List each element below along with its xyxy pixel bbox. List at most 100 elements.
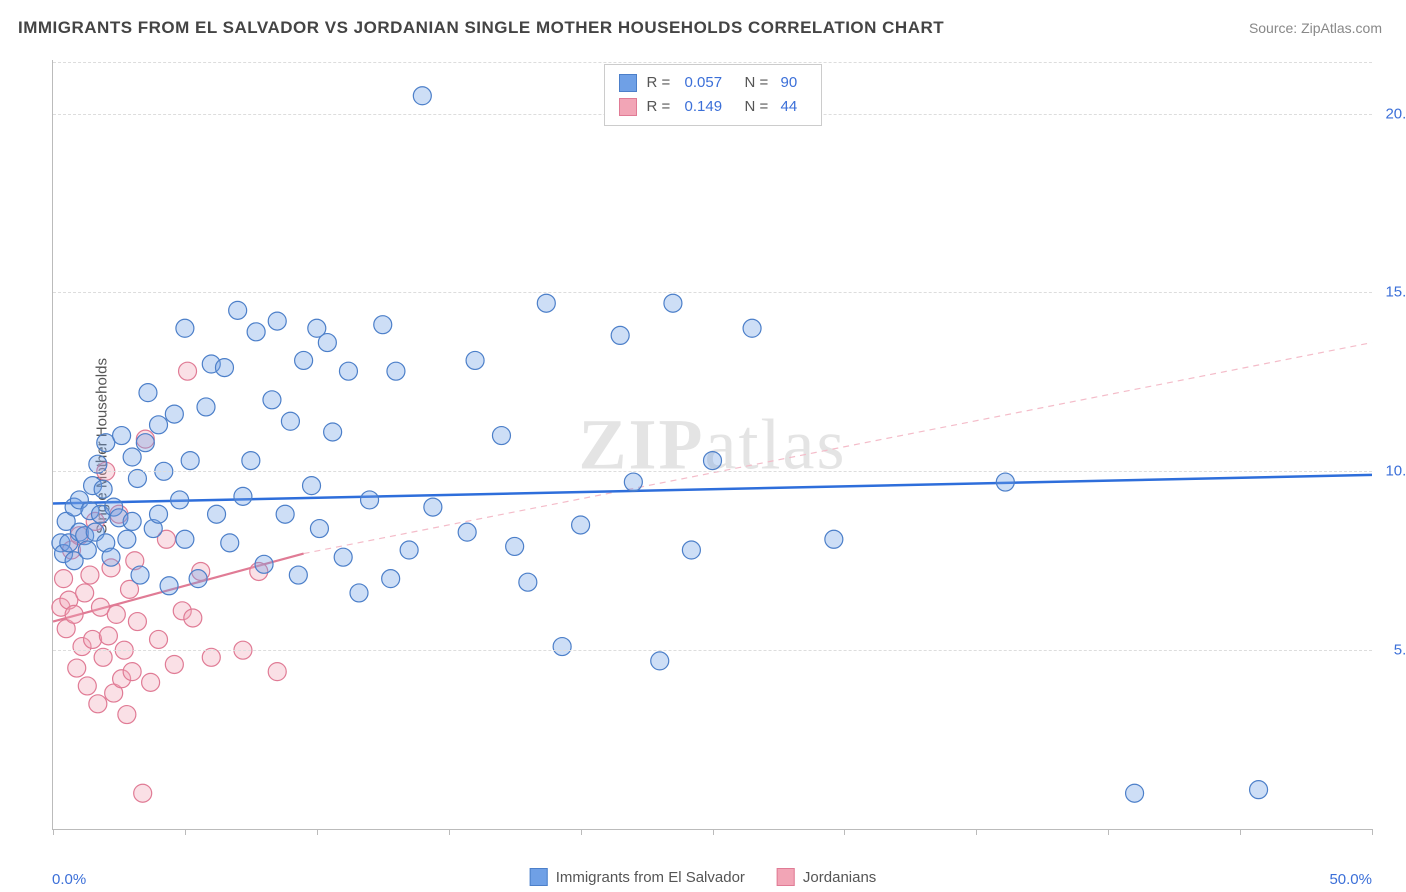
y-tick-label: 10.0% bbox=[1385, 463, 1406, 480]
data-point bbox=[94, 480, 112, 498]
data-point bbox=[743, 319, 761, 337]
plot-svg bbox=[53, 60, 1372, 829]
data-point bbox=[165, 405, 183, 423]
data-point bbox=[825, 530, 843, 548]
data-point bbox=[324, 423, 342, 441]
x-tick bbox=[1372, 829, 1373, 835]
data-point bbox=[189, 570, 207, 588]
data-point bbox=[176, 530, 194, 548]
r-value-1: 0.057 bbox=[685, 71, 735, 95]
data-point bbox=[682, 541, 700, 559]
legend-item-2: Jordanians bbox=[777, 868, 876, 886]
legend-row-series-2: R = 0.149 N = 44 bbox=[619, 95, 807, 119]
data-point bbox=[229, 301, 247, 319]
data-point bbox=[318, 334, 336, 352]
data-point bbox=[268, 312, 286, 330]
data-point bbox=[99, 627, 117, 645]
x-tick bbox=[317, 829, 318, 835]
data-point bbox=[78, 677, 96, 695]
series-legend: Immigrants from El Salvador Jordanians bbox=[530, 868, 877, 886]
chart-title: IMMIGRANTS FROM EL SALVADOR VS JORDANIAN… bbox=[18, 18, 944, 38]
data-point bbox=[150, 505, 168, 523]
data-point bbox=[160, 577, 178, 595]
data-point bbox=[466, 351, 484, 369]
data-point bbox=[334, 548, 352, 566]
data-point bbox=[89, 695, 107, 713]
data-point bbox=[84, 630, 102, 648]
r-value-2: 0.149 bbox=[685, 95, 735, 119]
legend-swatch-1 bbox=[619, 74, 637, 92]
x-tick bbox=[844, 829, 845, 835]
data-point bbox=[350, 584, 368, 602]
x-tick bbox=[976, 829, 977, 835]
data-point bbox=[113, 427, 131, 445]
gridline bbox=[53, 292, 1372, 293]
gridline bbox=[53, 650, 1372, 651]
data-point bbox=[387, 362, 405, 380]
data-point bbox=[1250, 781, 1268, 799]
data-point bbox=[289, 566, 307, 584]
data-point bbox=[179, 362, 197, 380]
data-point bbox=[81, 566, 99, 584]
data-point bbox=[572, 516, 590, 534]
data-point bbox=[553, 638, 571, 656]
data-point bbox=[208, 505, 226, 523]
data-point bbox=[76, 584, 94, 602]
data-point bbox=[303, 477, 321, 495]
data-point bbox=[131, 566, 149, 584]
data-point bbox=[123, 512, 141, 530]
data-point bbox=[537, 294, 555, 312]
data-point bbox=[197, 398, 215, 416]
x-tick bbox=[53, 829, 54, 835]
data-point bbox=[150, 416, 168, 434]
data-point bbox=[382, 570, 400, 588]
data-point bbox=[136, 434, 154, 452]
gridline bbox=[53, 471, 1372, 472]
data-point bbox=[624, 473, 642, 491]
data-point bbox=[664, 294, 682, 312]
plot-area: ZIPatlas R = 0.057 N = 90 R = 0.149 N = … bbox=[52, 60, 1372, 830]
data-point bbox=[184, 609, 202, 627]
data-point bbox=[221, 534, 239, 552]
correlation-legend: R = 0.057 N = 90 R = 0.149 N = 44 bbox=[604, 64, 822, 126]
legend-label-2: Jordanians bbox=[803, 869, 876, 886]
trend-line bbox=[304, 343, 1372, 554]
data-point bbox=[128, 613, 146, 631]
data-point bbox=[458, 523, 476, 541]
x-tick bbox=[1108, 829, 1109, 835]
n-value-2: 44 bbox=[781, 95, 807, 119]
data-point bbox=[374, 316, 392, 334]
data-point bbox=[519, 573, 537, 591]
data-point bbox=[424, 498, 442, 516]
source-attribution: Source: ZipAtlas.com bbox=[1249, 20, 1382, 36]
data-point bbox=[400, 541, 418, 559]
r-label: R = bbox=[647, 95, 675, 119]
data-point bbox=[118, 706, 136, 724]
n-label: N = bbox=[745, 95, 771, 119]
legend-label-1: Immigrants from El Salvador bbox=[556, 869, 745, 886]
legend-row-series-1: R = 0.057 N = 90 bbox=[619, 71, 807, 95]
n-label: N = bbox=[745, 71, 771, 95]
data-point bbox=[142, 673, 160, 691]
data-point bbox=[215, 359, 233, 377]
gridline bbox=[53, 62, 1372, 63]
n-value-1: 90 bbox=[781, 71, 807, 95]
data-point bbox=[263, 391, 281, 409]
data-point bbox=[310, 520, 328, 538]
y-tick-label: 5.0% bbox=[1394, 642, 1406, 659]
x-tick bbox=[581, 829, 582, 835]
data-point bbox=[413, 87, 431, 105]
data-point bbox=[492, 427, 510, 445]
data-point bbox=[123, 663, 141, 681]
data-point bbox=[176, 319, 194, 337]
legend-item-1: Immigrants from El Salvador bbox=[530, 868, 745, 886]
data-point bbox=[65, 605, 83, 623]
data-point bbox=[339, 362, 357, 380]
data-point bbox=[651, 652, 669, 670]
x-tick bbox=[449, 829, 450, 835]
data-point bbox=[242, 452, 260, 470]
data-point bbox=[234, 487, 252, 505]
data-point bbox=[704, 452, 722, 470]
legend-swatch-bottom-2 bbox=[777, 868, 795, 886]
data-point bbox=[68, 659, 86, 677]
